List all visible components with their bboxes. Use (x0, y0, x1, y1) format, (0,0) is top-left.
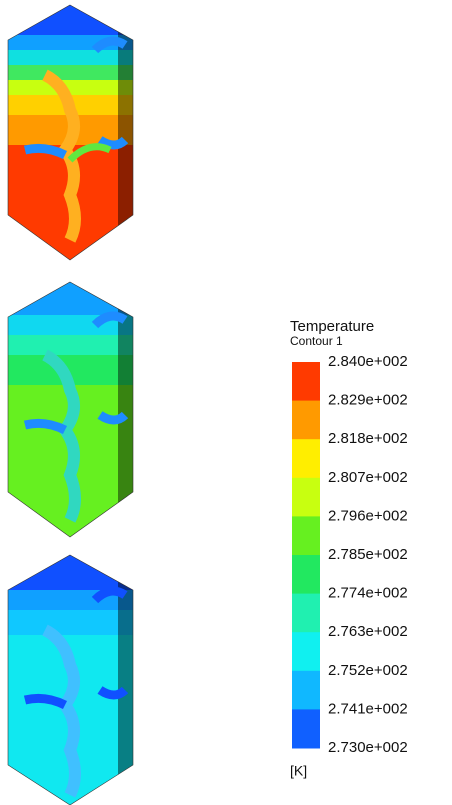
cube-mid (0, 275, 140, 545)
colorbar-band (292, 632, 320, 671)
colorbar-label: 2.840e+002 (328, 353, 408, 370)
colorbar-band (292, 362, 320, 401)
legend-title: Temperature (290, 318, 374, 335)
legend-subtitle: Contour 1 (290, 334, 343, 348)
colorbar-label: 2.730e+002 (328, 739, 408, 756)
colorbar-band (292, 478, 320, 517)
colorbar-band (292, 555, 320, 594)
colorbar-label: 2.774e+002 (328, 585, 408, 602)
colorbar-label: 2.752e+002 (328, 662, 408, 679)
colorbar-band (292, 594, 320, 633)
colorbar-label: 2.741e+002 (328, 700, 408, 717)
colorbar-band (292, 439, 320, 478)
page: {"legend": {"title": "Temperature", "sub… (0, 0, 452, 805)
colorbar-band (292, 671, 320, 710)
legend-unit: [K] (290, 763, 307, 779)
figure: Temperature Contour 1 2.840e+002 2.829e+0… (0, 0, 452, 805)
colorbar: 2.840e+002 2.829e+002 2.818e+002 2.807e+002… (292, 353, 408, 756)
colorbar-band (292, 516, 320, 555)
colorbar-label: 2.763e+002 (328, 623, 408, 640)
colorbar-label: 2.796e+002 (328, 507, 408, 524)
colorbar-band (292, 401, 320, 440)
colorbar-label: 2.818e+002 (328, 430, 408, 447)
colorbar-label: 2.807e+002 (328, 469, 408, 486)
cube-hot (0, 0, 140, 270)
cube-cold (0, 550, 140, 805)
colorbar-label: 2.785e+002 (328, 546, 408, 563)
colorbar-band (292, 709, 320, 748)
colorbar-label: 2.829e+002 (328, 392, 408, 409)
